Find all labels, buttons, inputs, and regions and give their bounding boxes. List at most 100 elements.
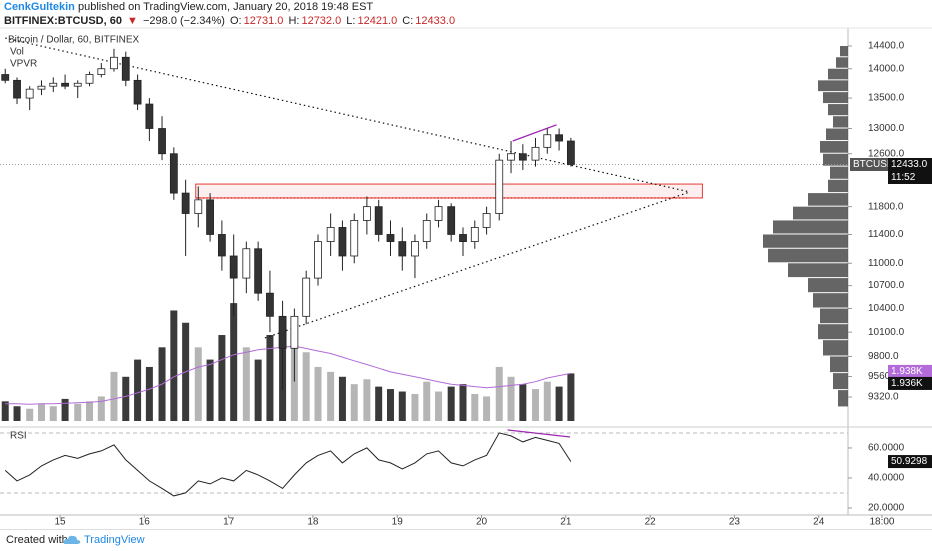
vpvr-bar [820,308,848,324]
vpvr-bar [833,116,848,128]
volume-ma-last-label-bg [888,376,932,390]
volume-bar [567,373,575,421]
change-arrow: ▼ [127,15,138,27]
volume-bar [230,303,238,421]
vpvr-bar [826,128,848,141]
volume-bar [49,406,57,421]
rsi-divergence-line [507,429,571,438]
candle-body [398,241,407,257]
created-with: Created with [6,534,68,546]
y-tick-label: 9800.0 [868,351,899,362]
candle-body [518,153,527,161]
rsi-last-label-bg [888,455,932,469]
y-tick-label: 14000.0 [868,63,905,74]
volume-bar [338,376,346,421]
candle-body [326,227,335,242]
volume-bar [26,408,34,421]
volume-bar [483,396,491,421]
ohlc-value: 12732.0 [301,15,342,27]
candle-body [434,206,443,221]
trendline [264,191,690,339]
candle-body [422,220,431,242]
volume-bar [110,371,118,421]
x-tick-label: 24 [813,517,825,528]
symbol-label: BTCUSD [853,159,894,170]
ohlc-label: C: [402,15,414,27]
brand[interactable]: TradingView [84,534,145,546]
volume-bar [507,376,515,421]
volume-legend: Vol [10,47,24,58]
candle-body [447,206,456,235]
volume-bar [13,406,21,421]
logo [63,535,81,544]
vpvr-bar [828,104,848,116]
x-tick-label: 15 [54,517,66,528]
y-tick-label: 11800.0 [868,201,904,212]
vpvr-legend: VPVR [10,59,37,70]
vpvr-bar [840,46,848,57]
candle-body [169,153,178,194]
vpvr-bar [768,248,848,263]
footer: Created with TradingView [0,529,932,551]
change: −298.0 (−2.34%) [142,15,225,27]
y-tick-label: 14400.0 [868,41,905,52]
candle-body [566,140,575,165]
y-tick-label: 11400.0 [868,229,904,240]
last-price-label: 12433.0 [891,159,928,170]
candle-body [158,128,166,155]
volume-bar [206,359,214,421]
candle-body [459,234,467,242]
volume-bar [327,371,335,421]
header: CenkGultekin published on TradingView.co… [4,0,924,28]
vpvr-bar [830,356,848,373]
vpvr-bar [808,278,848,293]
volume-bar [375,386,383,421]
volume-bar [435,391,443,421]
vpvr-bar [818,80,848,92]
vpvr-bar [828,179,848,193]
volume-bar [386,389,394,421]
vpvr-bar [788,263,848,278]
volume-bar [122,376,130,421]
header-line-1: CenkGultekin published on TradingView.co… [4,0,924,14]
rsi-legend: RSI [10,431,27,442]
volume-bar [459,384,467,421]
x-tick-label: 21 [560,517,572,528]
volume-bar [495,366,503,421]
candle-body [470,227,479,242]
author[interactable]: CenkGultekin [4,1,75,13]
candle-body [531,146,540,161]
volume-bar [543,381,551,421]
vpvr-bar [823,153,848,166]
candle-body [217,234,226,257]
volume-last-label: 1.938K [891,366,923,377]
vpvr-bar [833,373,848,390]
ohlc-label: H: [288,15,300,27]
volume-last-label-bg [888,364,932,378]
countdown-label: 11:52 [891,172,916,183]
candle-body [374,206,383,235]
ohlc-value: 12731.0 [243,15,284,27]
y-tick-label: 13500.0 [868,93,905,104]
candle-body [145,103,154,129]
volume-bar [411,393,419,421]
volume-bar [314,366,322,421]
candle-body [25,88,34,99]
y-tick-label: 9320.0 [868,392,899,403]
candle-body [290,315,299,349]
candle-body [302,277,311,317]
candle-body [495,159,504,214]
x-tick-label: 18 [307,517,319,528]
x-tick-label: 16 [139,517,151,528]
x-tick-label: 23 [729,517,741,528]
candle-body [543,134,552,148]
ohlc-value: 12421.0 [357,15,398,27]
vpvr-bar [823,92,848,104]
candle-body [206,199,214,235]
rsi-tick-label: 20.0000 [868,503,905,514]
vpvr-bar [830,166,848,179]
volume-bar [398,391,406,421]
volume-bar [218,335,226,421]
